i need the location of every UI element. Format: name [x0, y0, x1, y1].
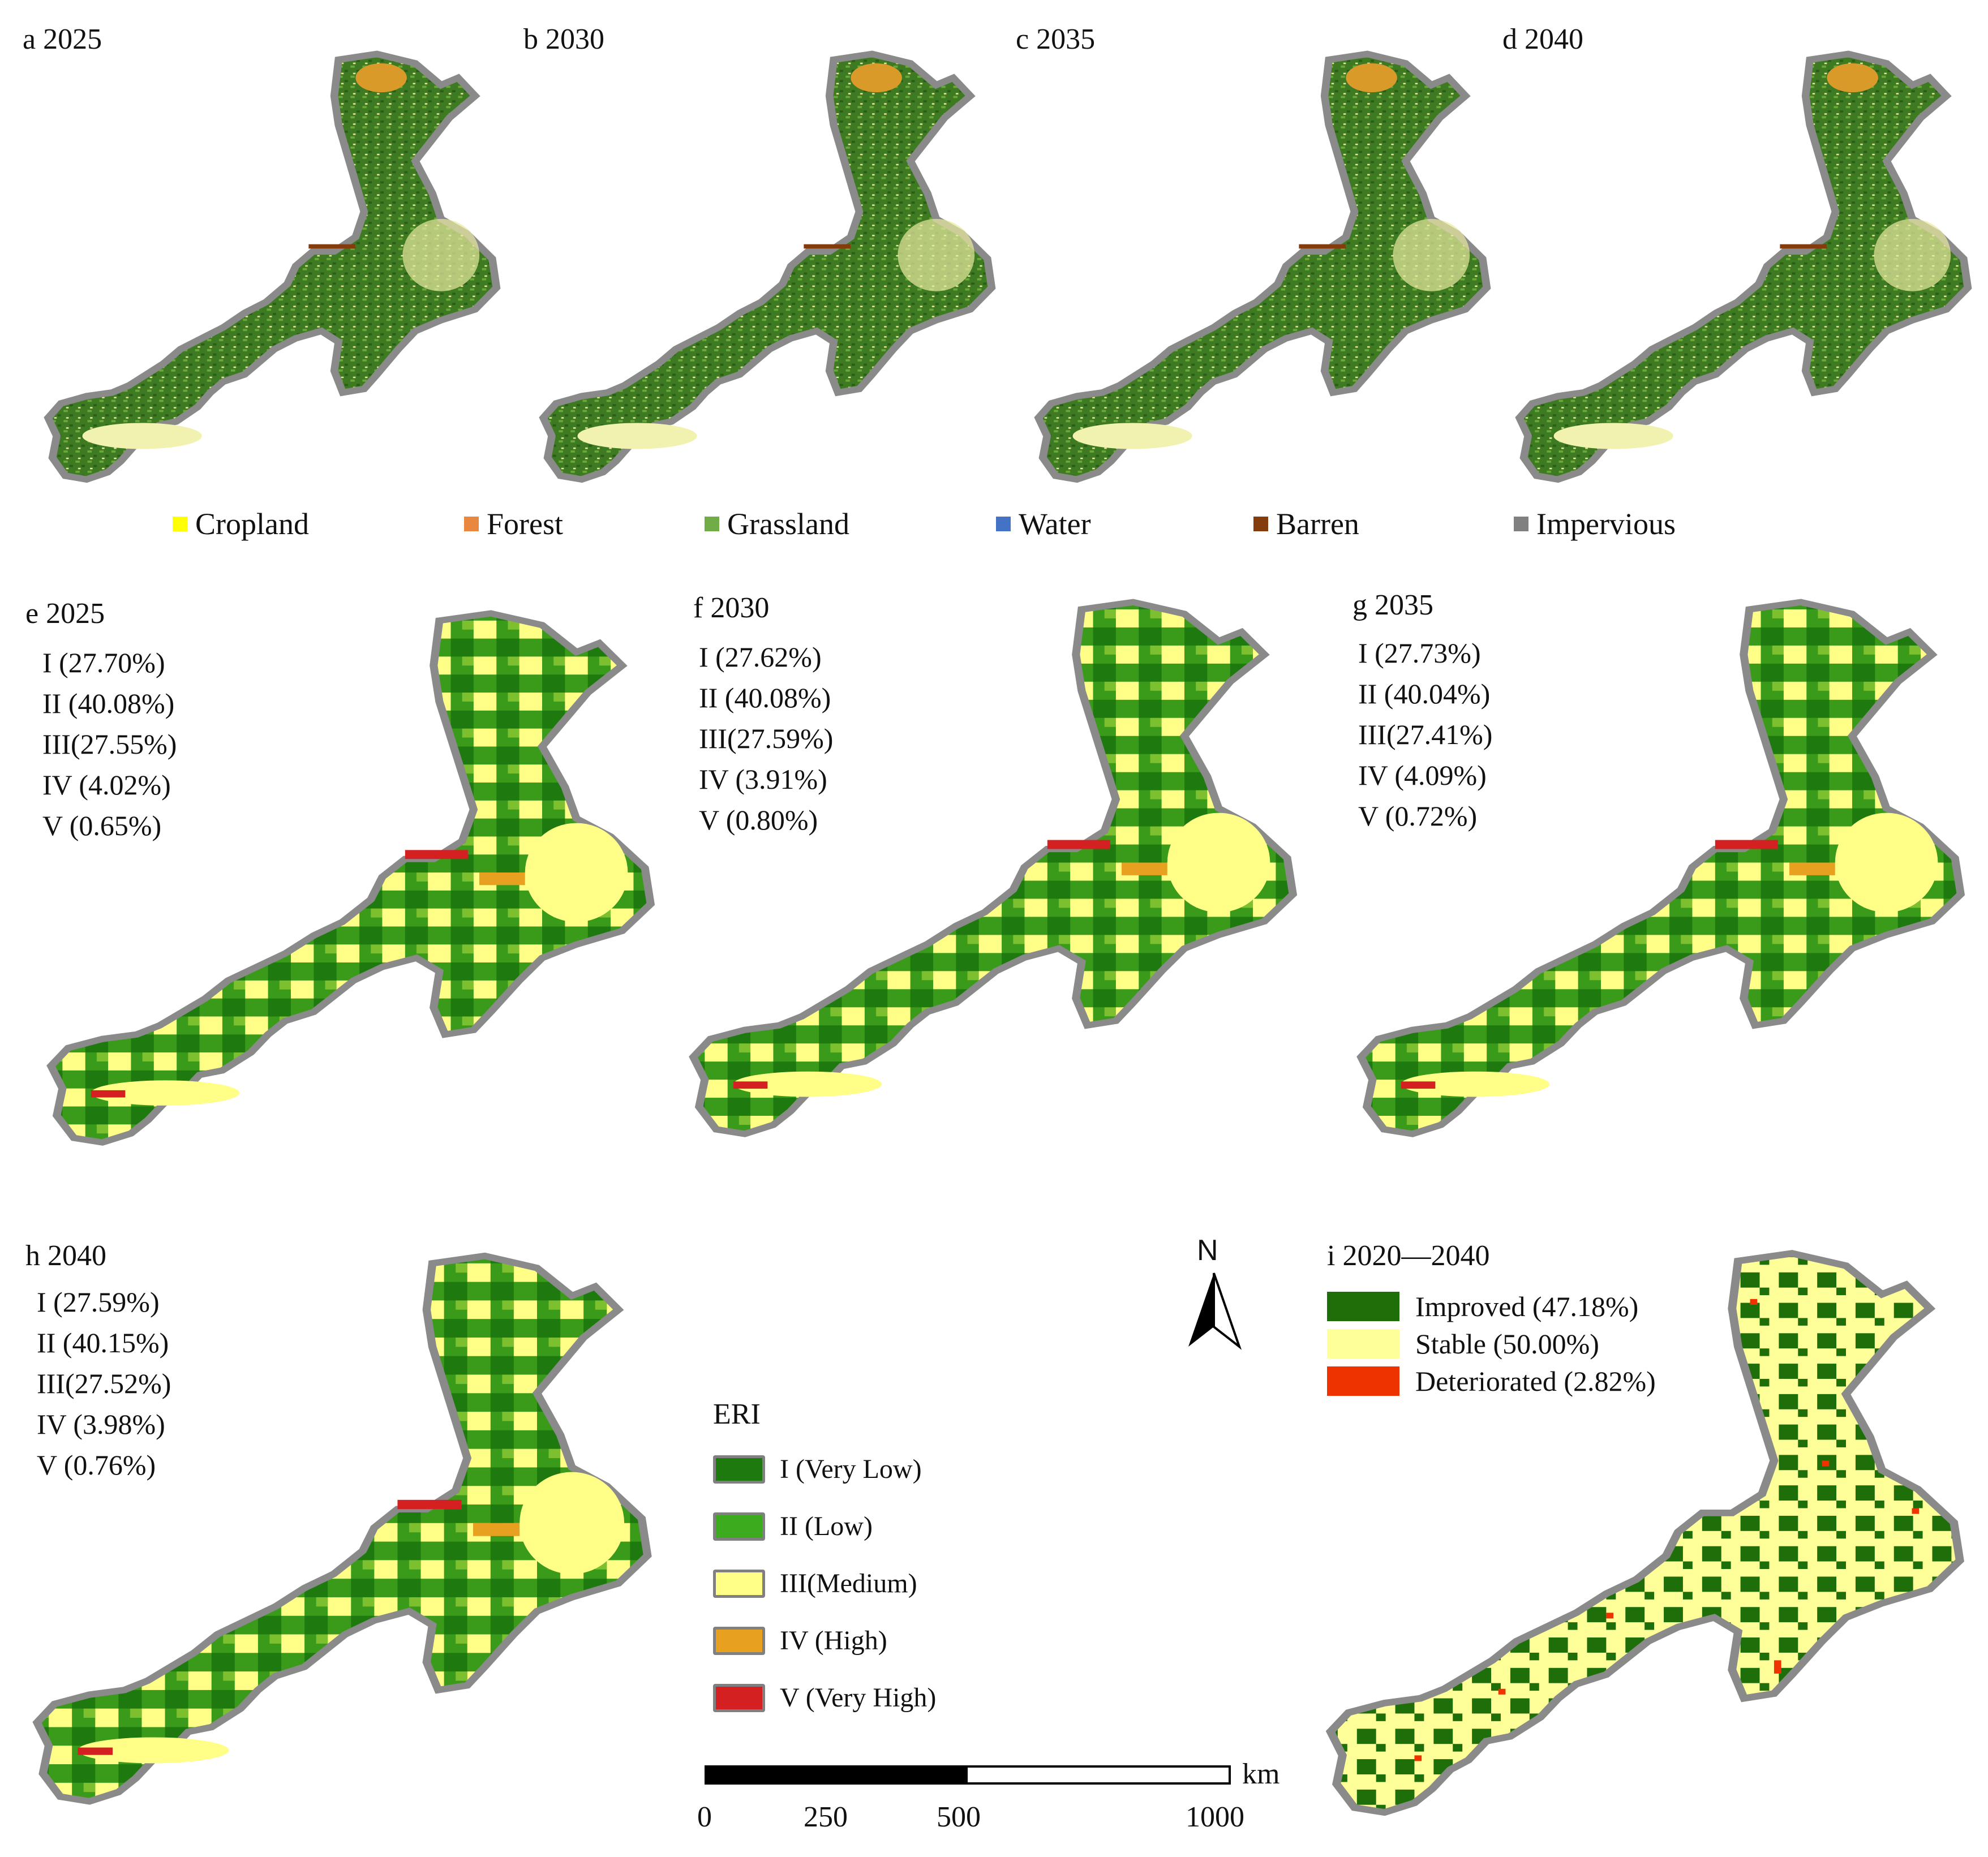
stat-class-iv: IV (3.91%)	[699, 763, 827, 795]
scale-bar-unit: km	[1242, 1758, 1280, 1790]
landuse-legend-water: Water	[996, 506, 1091, 541]
impervious-swatch	[1514, 517, 1528, 531]
stat-class-v: V (0.72%)	[1358, 800, 1478, 832]
eri-legend-low: II (Low)	[713, 1511, 936, 1542]
scale-bar	[705, 1765, 1231, 1785]
water-swatch	[996, 517, 1011, 531]
stat-class-iv: IV (4.09%)	[1358, 759, 1487, 791]
stat-class-ii: II (40.08%)	[42, 687, 175, 719]
landuse-map-2030	[535, 45, 1004, 487]
scale-tick-1000: 1000	[1186, 1801, 1244, 1833]
landuse-map-2025	[40, 45, 509, 487]
stat-class-iii: III(27.41%)	[1358, 719, 1493, 750]
stable-swatch	[1327, 1329, 1399, 1359]
panel-a-label: a 2025	[23, 23, 102, 55]
panel-f-label: f 2030	[693, 592, 770, 624]
improved-swatch	[1327, 1292, 1399, 1321]
north-arrow-label: N	[1197, 1234, 1218, 1267]
eri-legend-very-high: V (Very High)	[713, 1682, 936, 1713]
change-legend-deteriorated: Deteriorated (2.82%)	[1327, 1365, 1656, 1398]
stat-class-v: V (0.65%)	[42, 810, 162, 841]
landuse-map-2035	[1030, 45, 1500, 487]
landuse-legend-cropland: Cropland	[173, 506, 309, 541]
scale-tick-0: 0	[697, 1801, 712, 1833]
deteriorated-swatch	[1327, 1366, 1399, 1396]
stat-class-iii: III(27.59%)	[699, 723, 834, 754]
eri-legend-medium: III(Medium)	[713, 1568, 936, 1599]
scale-tick-500: 500	[937, 1801, 981, 1833]
forest-swatch	[464, 517, 479, 531]
scale-bar-black-segment	[707, 1768, 968, 1782]
eri-legend: ERI I (Very Low) II (Low) III(Medium) IV…	[713, 1398, 936, 1739]
stat-class-iii: III(27.52%)	[37, 1368, 171, 1399]
landuse-legend-forest: Forest	[464, 506, 563, 541]
panel-b-label: b 2030	[523, 23, 604, 55]
panel-e-stats: I (27.70%) II (40.08%) III(27.55%) IV (4…	[42, 642, 177, 846]
landuse-legend-barren: Barren	[1253, 506, 1359, 541]
eri-map-2035	[1350, 591, 1978, 1143]
landuse-legend-impervious: Impervious	[1514, 506, 1676, 541]
stat-class-iii: III(27.55%)	[42, 728, 177, 760]
stat-class-i: I (27.59%)	[37, 1286, 160, 1318]
eri-change-map	[1319, 1242, 1978, 1822]
stat-class-i: I (27.62%)	[699, 641, 822, 673]
eri-map-2025	[40, 603, 668, 1151]
panel-d-label: d 2040	[1502, 23, 1583, 55]
high-swatch	[713, 1626, 765, 1655]
low-swatch	[713, 1512, 765, 1541]
change-legend-stable: Stable (50.00%)	[1327, 1327, 1656, 1360]
cropland-swatch	[173, 517, 187, 531]
panel-g-stats: I (27.73%) II (40.04%) III(27.41%) IV (4…	[1358, 633, 1492, 836]
north-arrow-icon	[1188, 1273, 1242, 1350]
eri-legend-high: IV (High)	[713, 1625, 936, 1656]
stat-class-i: I (27.73%)	[1358, 637, 1481, 669]
stat-class-ii: II (40.08%)	[699, 682, 831, 713]
scale-tick-250: 250	[804, 1801, 848, 1833]
eri-legend-very-low: I (Very Low)	[713, 1454, 936, 1485]
medium-swatch	[713, 1569, 765, 1598]
stat-class-iv: IV (3.98%)	[37, 1408, 165, 1440]
change-legend: Improved (47.18%) Stable (50.00%) Deteri…	[1327, 1290, 1656, 1402]
landuse-legend-grassland: Grassland	[705, 506, 849, 541]
stat-class-iv: IV (4.02%)	[42, 769, 171, 801]
panel-e-label: e 2025	[25, 597, 105, 630]
eri-map-2040	[25, 1245, 665, 1811]
stat-class-ii: II (40.04%)	[1358, 678, 1491, 710]
barren-swatch	[1253, 517, 1268, 531]
grassland-swatch	[705, 517, 719, 531]
panel-h-stats: I (27.59%) II (40.15%) III(27.52%) IV (3…	[37, 1282, 171, 1485]
panel-c-label: c 2035	[1016, 23, 1096, 55]
eri-legend-title: ERI	[713, 1398, 761, 1430]
panel-h-label: h 2040	[25, 1240, 106, 1272]
stat-class-i: I (27.70%)	[42, 647, 165, 678]
change-legend-improved: Improved (47.18%)	[1327, 1290, 1656, 1323]
very-low-swatch	[713, 1455, 765, 1484]
panel-i-label: i 2020—2040	[1327, 1240, 1490, 1272]
scale-bar-white-segment	[968, 1768, 1229, 1782]
very-high-swatch	[713, 1683, 765, 1712]
landuse-map-2040	[1511, 45, 1981, 487]
stat-class-v: V (0.76%)	[37, 1449, 156, 1481]
panel-f-stats: I (27.62%) II (40.08%) III(27.59%) IV (3…	[699, 637, 833, 840]
stat-class-v: V (0.80%)	[699, 804, 818, 836]
stat-class-ii: II (40.15%)	[37, 1327, 169, 1359]
eri-map-2030	[682, 591, 1310, 1143]
panel-g-label: g 2035	[1352, 589, 1433, 621]
